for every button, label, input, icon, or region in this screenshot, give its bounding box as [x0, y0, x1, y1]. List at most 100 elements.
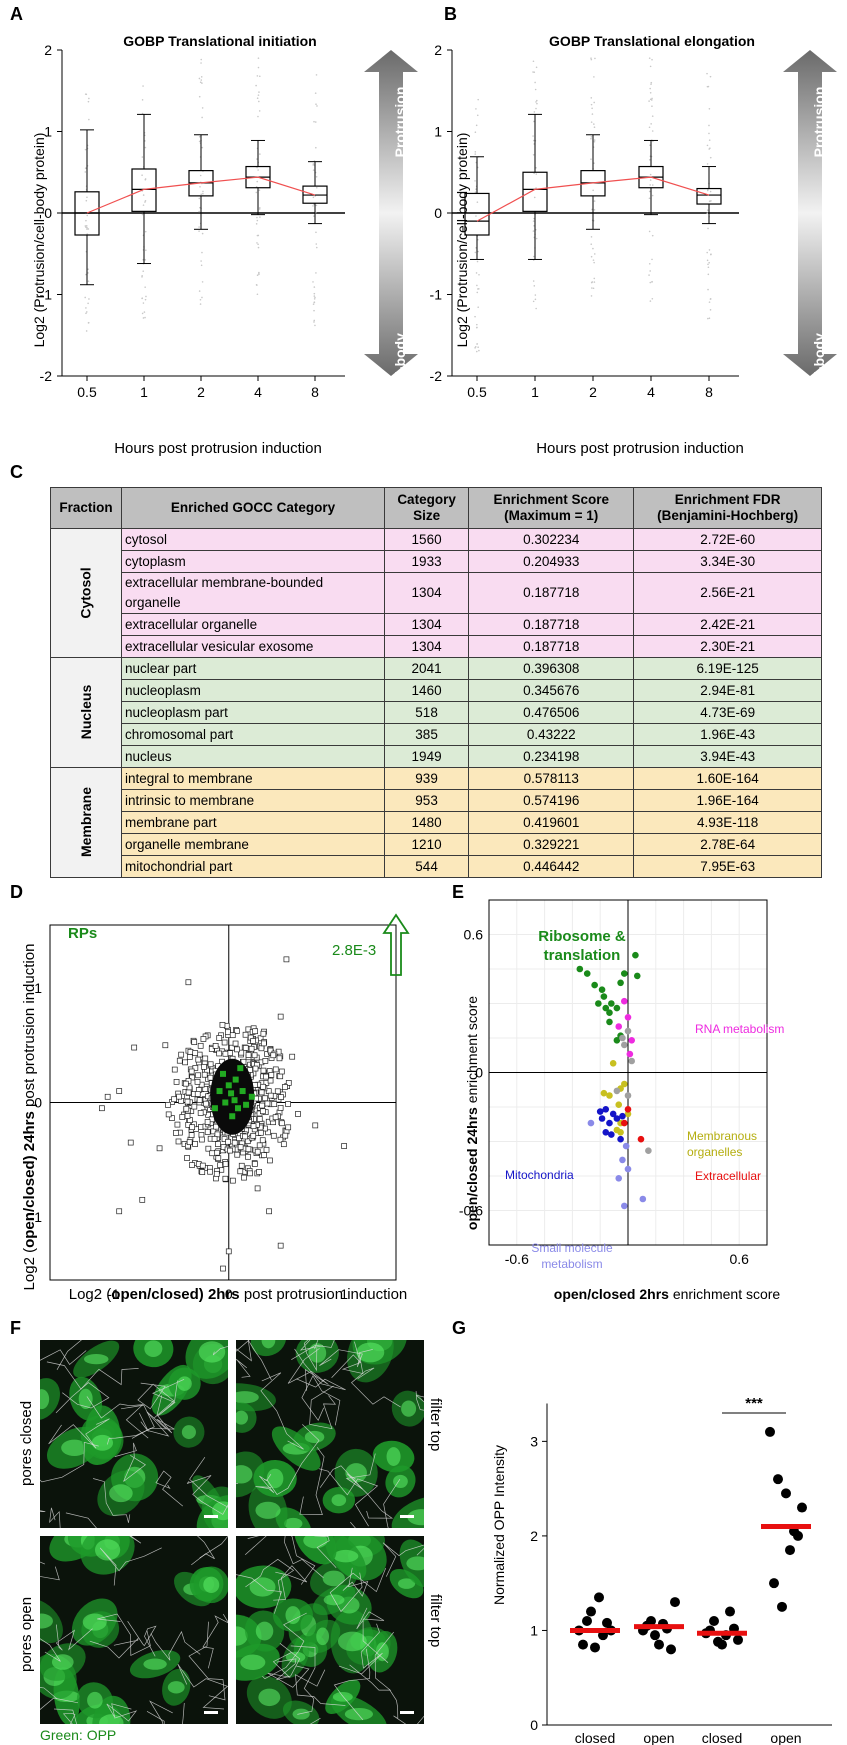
x-category-label: closed [702, 1730, 742, 1745]
data-point [708, 261, 710, 264]
data-point [258, 75, 261, 78]
table-row: nucleus 1949 0.234198 3.94E-43 [51, 745, 822, 768]
cell-outline [262, 1612, 307, 1680]
label-pores-closed: pores closed [18, 1400, 35, 1486]
table-cell: 7.95E-63 [633, 855, 822, 878]
protein-point [237, 1168, 244, 1175]
data-point [475, 215, 477, 217]
cell-outline [137, 1382, 175, 1419]
cell-nucleus-signal [308, 1343, 327, 1363]
cell-outline [383, 1479, 401, 1528]
sample-point [765, 1426, 775, 1437]
protein-point [278, 1094, 284, 1100]
table-cell: 2.72E-60 [633, 528, 822, 551]
cell-nucleus-signal [61, 1439, 88, 1457]
protein-point [283, 956, 290, 963]
data-point [256, 219, 259, 222]
category-point [613, 1115, 621, 1122]
table-header-cell: Enrichment Score (Maximum = 1) [468, 487, 635, 529]
data-point [591, 113, 594, 115]
table-row: membrane part 1480 0.419601 4.93E-118 [51, 811, 822, 834]
data-point [257, 115, 259, 118]
protein-point [232, 1040, 239, 1047]
fraction-cell: Nucleus [49, 657, 123, 768]
x-axis-label: open/closed 2hrs enrichment score [554, 1286, 781, 1302]
data-point [594, 57, 596, 60]
protein-point [202, 1086, 209, 1092]
data-point [88, 298, 90, 300]
data-point [535, 107, 537, 110]
protein-point [162, 1042, 169, 1049]
protein-point [196, 1097, 203, 1103]
data-point [201, 146, 204, 149]
data-point [649, 98, 652, 101]
cell-outline [97, 1613, 151, 1656]
data-point [202, 192, 204, 195]
pvalue-label: 2.8E-3 [332, 942, 376, 959]
data-point [648, 100, 650, 102]
sample-point [578, 1639, 588, 1650]
table-cell: 4.93E-118 [633, 811, 822, 834]
data-point [709, 156, 712, 159]
data-point [85, 226, 87, 228]
data-point [477, 98, 479, 101]
protein-point [185, 979, 192, 986]
data-point [477, 306, 479, 309]
protein-point [280, 1141, 287, 1148]
cell-nucleus-signal [198, 1341, 226, 1363]
data-point [312, 205, 314, 207]
table-cell: 1460 [384, 679, 470, 702]
cell-outline [276, 1643, 301, 1680]
table-row: cytoplasm 1933 0.204933 3.34E-30 [51, 550, 822, 573]
data-point [142, 204, 145, 206]
protein-point [207, 1168, 213, 1175]
cell-nucleus-signal [255, 1501, 281, 1519]
data-point [144, 199, 147, 202]
cell-outline [415, 1391, 424, 1411]
category-point [613, 1126, 621, 1134]
protein-point [215, 1141, 221, 1147]
data-point [590, 57, 592, 59]
data-point [256, 158, 258, 160]
cell-outline [287, 1348, 329, 1391]
protein-point [260, 1083, 266, 1090]
data-point [474, 251, 477, 254]
protein-point [276, 1055, 283, 1062]
micrograph-canvas [40, 1536, 228, 1724]
cell-outline [93, 1478, 131, 1523]
protein-point [277, 1105, 284, 1111]
group-label-mitochondria: Mitochondria [505, 1168, 574, 1182]
x-axis-label: Hours post protrusion induction [536, 440, 744, 457]
y-tick-label: -1 [30, 1209, 43, 1225]
y-tick-label: -1 [430, 287, 443, 303]
protein-point [222, 1050, 229, 1057]
protein-point [227, 1147, 233, 1154]
micrograph-pores-open-bottom [40, 1536, 228, 1724]
data-point [88, 118, 90, 121]
data-point [476, 343, 479, 345]
data-point [313, 321, 315, 323]
protein-point [192, 1050, 199, 1056]
x-axis-label: Hours post protrusion induction [114, 440, 322, 457]
table-cell: 1210 [384, 833, 470, 856]
cell-outline [40, 1566, 60, 1581]
data-point [590, 135, 593, 138]
data-point [651, 97, 653, 100]
x-category-label: open [770, 1730, 801, 1745]
data-point [649, 173, 652, 176]
data-point [200, 62, 202, 64]
protein-point [251, 1052, 258, 1059]
protein-point [186, 1054, 193, 1060]
significance-stars: *** [745, 1395, 763, 1412]
protein-point [265, 1129, 271, 1136]
protein-point [229, 1177, 236, 1184]
data-point [313, 319, 316, 322]
data-point [84, 296, 87, 299]
data-point [200, 193, 203, 196]
rp-point [216, 1088, 223, 1095]
category-point [608, 1131, 615, 1138]
data-point [535, 66, 538, 69]
protein-point [187, 1048, 194, 1055]
cell-outline [55, 1382, 110, 1414]
cell-nucleus-signal [94, 1539, 121, 1561]
